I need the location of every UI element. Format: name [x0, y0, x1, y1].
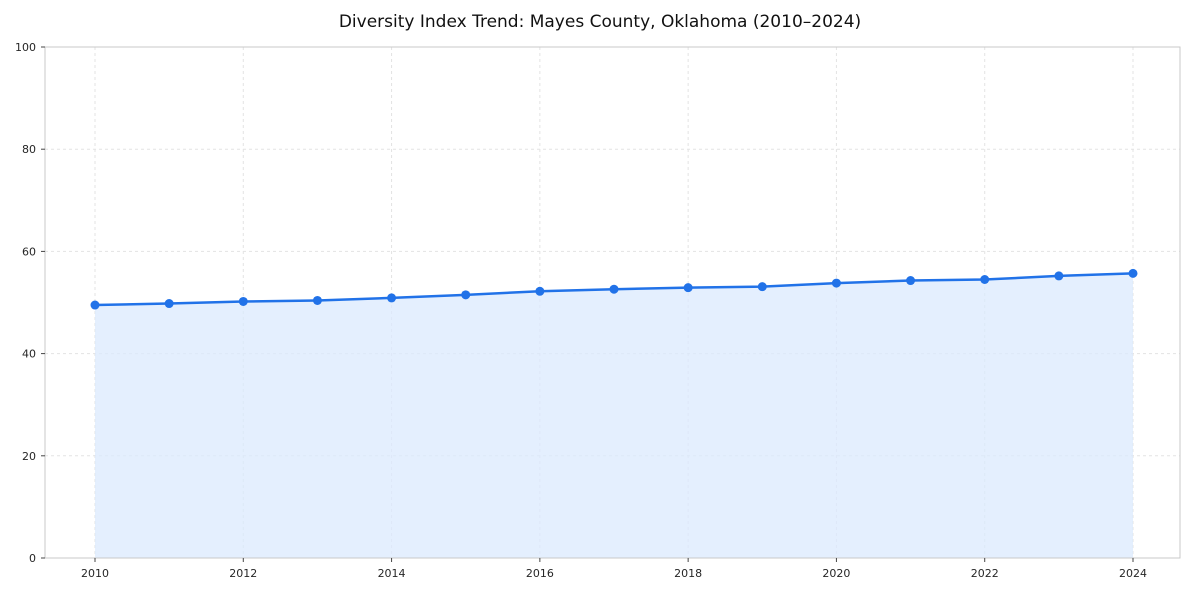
data-point-marker: [980, 275, 990, 285]
data-point-marker: [387, 293, 397, 303]
data-point-marker: [90, 300, 100, 310]
x-axis-tick-label: 2016: [526, 567, 554, 580]
data-point-marker: [461, 290, 471, 300]
data-point-marker: [535, 286, 545, 296]
data-point-marker: [906, 276, 916, 286]
area-fill: [95, 273, 1133, 558]
y-axis-tick-label: 100: [15, 41, 36, 54]
data-point-marker: [312, 295, 322, 305]
data-point-marker: [1054, 271, 1064, 281]
y-axis-tick-label: 0: [29, 552, 36, 565]
data-point-marker: [609, 284, 619, 294]
x-axis-tick-label: 2022: [971, 567, 999, 580]
data-point-marker: [164, 299, 174, 309]
y-axis-tick-label: 60: [22, 245, 36, 258]
y-axis-tick-label: 40: [22, 348, 36, 361]
chart-title: Diversity Index Trend: Mayes County, Okl…: [338, 12, 862, 32]
x-axis-tick-label: 2014: [378, 567, 406, 580]
y-axis-tick-label: 20: [22, 450, 36, 463]
data-point-marker: [831, 278, 841, 288]
x-axis-tick-label: 2020: [822, 567, 850, 580]
data-point-marker: [757, 282, 767, 292]
x-axis-tick-label: 2010: [81, 567, 109, 580]
data-point-marker: [683, 283, 693, 293]
y-axis-tick-label: 80: [22, 143, 36, 156]
data-point-marker: [1128, 268, 1138, 278]
x-axis-tick-label: 2024: [1119, 567, 1147, 580]
plot-border: [44, 46, 1181, 559]
x-axis-tick-label: 2012: [229, 567, 257, 580]
x-axis-tick-label: 2018: [674, 567, 702, 580]
data-point-marker: [238, 296, 248, 306]
